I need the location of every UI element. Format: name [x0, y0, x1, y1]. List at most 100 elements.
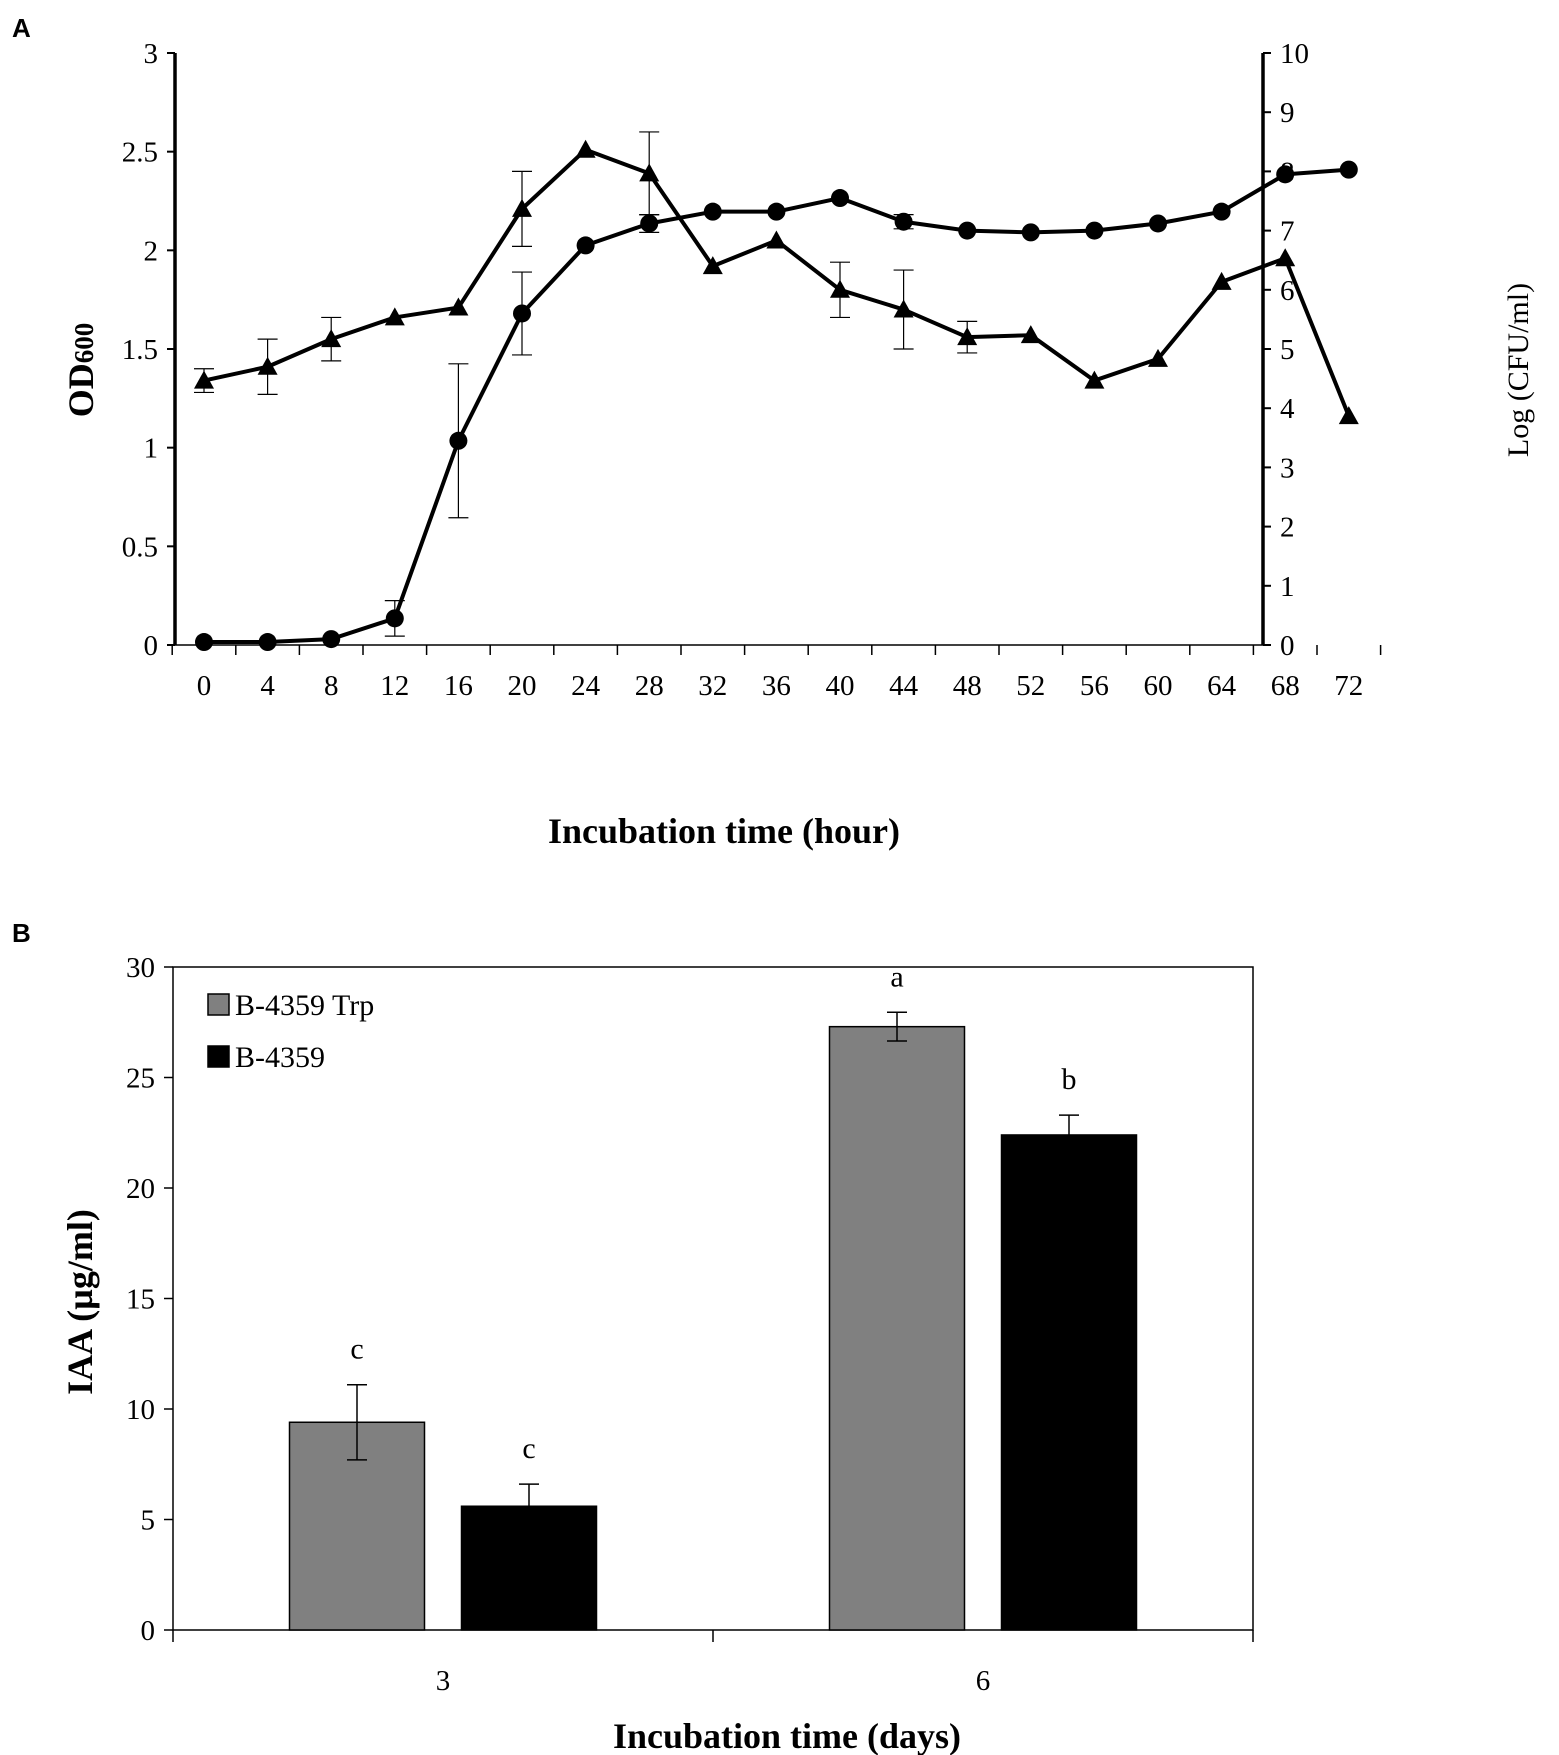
legend-label-b-4359: B-4359 — [235, 1041, 325, 1074]
chart-a-y-tick-label: 1 — [144, 433, 159, 465]
chart-a-y-ticks: 0 0.5 1 1.5 2 2.5 3 — [122, 38, 175, 662]
chart-a-x-tick-label: 68 — [1271, 670, 1300, 702]
data-point-log-cfu — [1276, 165, 1295, 184]
panel-a-letter: A — [12, 13, 31, 43]
chart-a-y-tick-label: 3 — [144, 38, 159, 70]
chart-a-x-tick-label: 36 — [762, 670, 791, 702]
chart-a-y-tick-label: 2 — [144, 235, 159, 267]
data-point-od600 — [766, 230, 787, 249]
data-point-log-cfu — [703, 202, 722, 221]
data-point-od600 — [893, 299, 914, 318]
data-point-log-cfu — [322, 630, 341, 649]
data-point-log-cfu — [513, 304, 531, 323]
data-point-od600 — [1084, 370, 1105, 389]
data-point-log-cfu — [640, 214, 659, 233]
chart-a-x-tick-label: 60 — [1144, 670, 1173, 702]
data-point-od600 — [194, 370, 214, 389]
chart-a-y-axis-title-sub: 600 — [69, 323, 99, 364]
data-point-od600 — [384, 307, 405, 326]
data-point-log-cfu — [958, 221, 977, 240]
chart-b-x-axis-title: Incubation time (days) — [613, 1716, 961, 1755]
chart-a-y2-ticks: 012345678910 — [1263, 38, 1309, 662]
chart-a-x-tick-label: 20 — [508, 670, 537, 702]
data-point-log-cfu — [831, 189, 849, 208]
chart-a-x-tick-label: 40 — [826, 670, 855, 702]
chart-b-legend: B-4359 Trp B-4359 — [207, 989, 374, 1074]
bar-b-4359-trp — [828, 1025, 966, 1631]
data-point-od600 — [1020, 325, 1041, 344]
data-point-log-cfu — [767, 202, 786, 221]
chart-b-y-tick-label: 20 — [126, 1173, 155, 1205]
data-point-log-cfu — [385, 609, 404, 628]
chart-a-x-tick-label: 28 — [635, 670, 664, 702]
data-point-od600 — [1148, 348, 1168, 367]
data-point-od600 — [1275, 248, 1296, 267]
data-point-log-cfu — [894, 212, 913, 231]
significance-label-b-4359: c — [522, 1432, 535, 1465]
chart-b-y-tick-label: 10 — [126, 1394, 155, 1426]
data-point-log-cfu — [258, 633, 277, 652]
data-point-od600 — [448, 297, 469, 316]
chart-a-series — [194, 131, 1359, 652]
chart-a-y2-tick-label: 10 — [1280, 38, 1309, 70]
chart-a-y2-tick-label: 1 — [1280, 571, 1295, 603]
chart-b-y-tick-label: 5 — [141, 1505, 156, 1537]
chart-a-y2-tick-label: 3 — [1280, 452, 1295, 484]
significance-label-b-4359-trp: c — [350, 1333, 363, 1366]
chart-a-y2-tick-label: 5 — [1280, 334, 1295, 366]
legend-swatch-b-4359 — [207, 1045, 230, 1068]
chart-b-x-tick-label: 3 — [436, 1665, 451, 1697]
chart-a-y2-tick-label: 9 — [1280, 97, 1295, 129]
chart-b-y-tick-label: 15 — [126, 1284, 155, 1316]
chart-a-y2-tick-label: 0 — [1280, 630, 1295, 662]
chart-a-y2-axis-title: Log (CFU/ml) — [1502, 283, 1535, 457]
data-point-od600 — [957, 327, 978, 346]
significance-label-b-4359-trp: a — [890, 960, 903, 993]
data-point-od600 — [639, 163, 660, 182]
data-point-log-cfu — [1149, 214, 1167, 233]
chart-a-x-tick-label: 52 — [1016, 670, 1045, 702]
chart-b-y-tick-label: 30 — [126, 952, 155, 984]
chart-a-y2-tick-label: 6 — [1280, 275, 1295, 307]
chart-a-y-axis-title: OD600 — [61, 323, 101, 418]
data-point-log-cfu — [1212, 202, 1231, 221]
chart-a-x-tick-label: 16 — [444, 670, 473, 702]
chart-a-x-tick-label: 8 — [324, 670, 339, 702]
chart-a-x-tick-label: 56 — [1080, 670, 1109, 702]
data-point-od600 — [512, 198, 532, 217]
legend-swatch-b-4359-trp — [207, 993, 230, 1016]
chart-a-y2-tick-label: 2 — [1280, 512, 1295, 544]
data-point-log-cfu — [576, 236, 595, 255]
chart-a-x-tick-label: 0 — [197, 670, 212, 702]
bar-b-4359 — [1000, 1134, 1138, 1631]
chart-a-x-tick-label: 24 — [571, 670, 601, 702]
data-point-od600 — [321, 329, 342, 348]
series-line-od600 — [203, 147, 1351, 417]
legend-label-b-4359-trp: B-4359 Trp — [235, 989, 374, 1022]
chart-a-y-tick-label: 0 — [144, 630, 159, 662]
chart-a-y-tick-label: 2.5 — [122, 137, 158, 169]
data-point-log-cfu — [449, 431, 468, 450]
chart-a-x-axis-title: Incubation time (hour) — [548, 811, 900, 851]
data-point-log-cfu — [1021, 223, 1040, 242]
chart-b-y-tick-label: 0 — [141, 1615, 156, 1647]
data-point-od600 — [575, 139, 596, 158]
data-point-od600 — [1338, 406, 1359, 425]
data-point-od600 — [257, 356, 278, 375]
chart-a-x-tick-label: 44 — [889, 670, 919, 702]
chart-a-y-tick-label: 1.5 — [122, 334, 158, 366]
chart-a-x-tick-label: 64 — [1207, 670, 1237, 702]
line-chart-a: 00.511.522.53 012345678910 0481216202428… — [61, 38, 1535, 851]
chart-a-x-tick-label: 4 — [260, 670, 275, 702]
chart-a-y-axis-title-main: OD — [61, 363, 101, 417]
data-point-od600 — [830, 279, 850, 298]
chart-a-y2-tick-label: 7 — [1280, 216, 1295, 248]
data-point-log-cfu — [1085, 221, 1104, 240]
data-point-od600 — [1211, 271, 1232, 290]
chart-a-y-tick-label: 0.5 — [122, 531, 158, 563]
chart-a-x-tick-label: 32 — [698, 670, 727, 702]
data-point-log-cfu — [1339, 160, 1358, 179]
